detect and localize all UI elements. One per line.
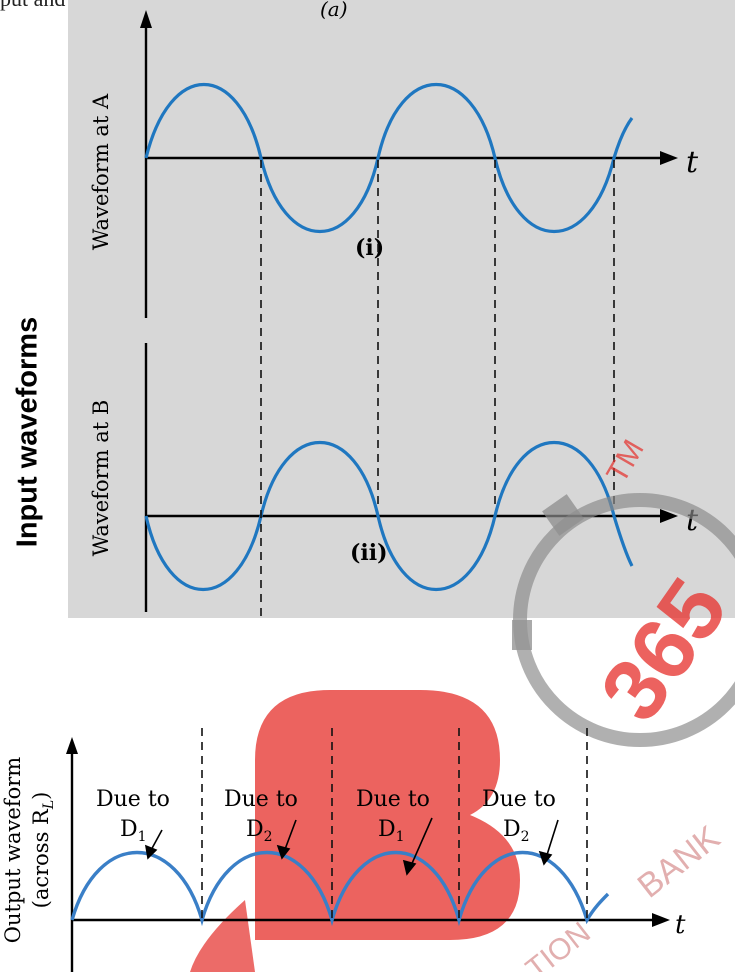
waveform-b-group: t Waveform at B (ii) (89, 343, 699, 612)
marker-i: (i) (355, 235, 384, 261)
due-label: Due to (356, 787, 430, 812)
waveform-b-label: Waveform at B (89, 400, 113, 557)
due-label: Due to (482, 787, 556, 812)
title-a: (a) (320, 0, 348, 21)
svg-text:TION: TION (520, 916, 597, 972)
x-axis-arrow-b (660, 509, 678, 523)
marker-ii: (ii) (350, 540, 388, 566)
due-label-diode: D1 (378, 817, 405, 845)
output-waveform-group: t Output waveform (across RL) Due to D1 … (1, 728, 686, 972)
annotation-arrows (144, 817, 559, 876)
output-rectified-curve (70, 851, 610, 927)
due-label-diode: D1 (120, 817, 147, 845)
t-label-output: t (675, 910, 686, 940)
output-y-axis-arrow (66, 737, 78, 754)
due-label-diode: D2 (246, 817, 273, 845)
output-label-line2: (across RL) (29, 792, 57, 909)
output-label-line1: Output waveform (1, 757, 25, 944)
x-axis-arrow (660, 151, 678, 165)
svg-text:BANK: BANK (631, 818, 728, 905)
due-label: Due to (224, 787, 298, 812)
y-axis-arrow (140, 10, 152, 28)
waveform-a-label: Waveform at A (89, 93, 113, 250)
due-label: Due to (96, 787, 170, 812)
output-x-axis-arrow (652, 913, 670, 927)
waveform-b-curve (144, 441, 634, 591)
waveform-a-group: t Waveform at A (i) (89, 10, 699, 318)
waveform-a-curve (144, 83, 634, 233)
due-label-diode: D2 (503, 817, 530, 845)
t-label-a: t (686, 145, 699, 180)
svg-text:TM: TM (600, 434, 650, 488)
